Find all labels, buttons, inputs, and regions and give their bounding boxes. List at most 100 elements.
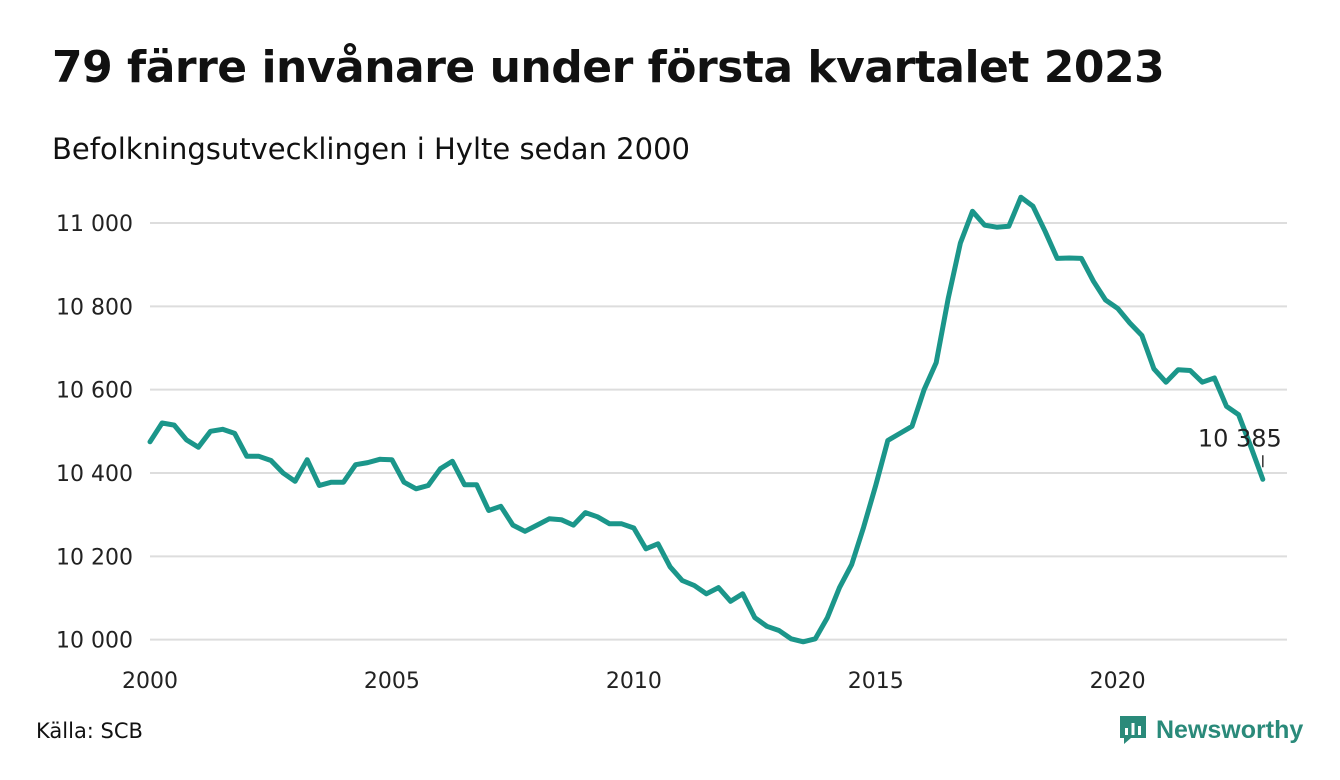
data-point	[861, 525, 866, 530]
data-point	[1091, 279, 1096, 284]
data-point	[426, 483, 431, 488]
x-tick-label: 2015	[848, 669, 904, 694]
data-point	[317, 483, 322, 488]
data-point	[728, 599, 733, 604]
population-series	[147, 194, 1266, 645]
brand-logo: Newsworthy	[1118, 714, 1303, 746]
data-point	[341, 480, 346, 485]
data-point	[801, 639, 806, 644]
data-point	[849, 562, 854, 567]
data-point	[1006, 224, 1011, 229]
y-axis-labels: 10 000 10 200 10 400 10 600 10 800 11 000	[56, 212, 133, 654]
y-tick-label: 10 800	[56, 295, 133, 320]
source-note: Källa: SCB	[36, 719, 143, 743]
data-point	[1139, 333, 1144, 338]
end-value-label: 10 385	[1198, 424, 1282, 452]
data-point	[462, 482, 467, 487]
data-point	[1103, 298, 1108, 303]
data-point	[716, 585, 721, 590]
data-point	[522, 529, 527, 534]
brand-name: Newsworthy	[1156, 715, 1304, 744]
data-point	[643, 546, 648, 551]
data-point	[1224, 404, 1229, 409]
series-line	[147, 194, 1266, 645]
data-point	[353, 462, 358, 467]
line-chart: 10 000 10 200 10 400 10 600 10 800 11 000 200…	[56, 194, 1287, 694]
data-point	[1127, 321, 1132, 326]
data-point	[365, 460, 370, 465]
data-point	[583, 510, 588, 515]
data-point	[595, 514, 600, 519]
data-point	[1115, 306, 1120, 311]
data-point	[837, 585, 842, 590]
data-point	[196, 445, 201, 450]
data-point	[680, 578, 685, 583]
x-tick-label: 2005	[364, 669, 420, 694]
data-point	[559, 517, 564, 522]
data-point	[873, 483, 878, 488]
data-point	[268, 458, 273, 463]
data-point	[970, 209, 975, 214]
data-point	[571, 523, 576, 528]
data-point	[1164, 380, 1169, 385]
chart-title: 79 färre invånare under första kvartalet…	[52, 42, 1165, 93]
data-point	[813, 636, 818, 641]
data-point	[450, 459, 455, 464]
data-point	[510, 523, 515, 528]
data-point	[1200, 380, 1205, 385]
data-point	[692, 583, 697, 588]
data-point	[184, 437, 189, 442]
data-point	[958, 241, 963, 246]
data-point	[232, 431, 237, 436]
data-point	[377, 457, 382, 462]
data-point	[776, 628, 781, 633]
data-point	[631, 526, 636, 531]
data-point	[668, 564, 673, 569]
data-point	[414, 486, 419, 491]
chart-subtitle: Befolkningsutvecklingen i Hylte sedan 20…	[52, 132, 690, 166]
data-point	[256, 454, 261, 459]
y-tick-label: 10 200	[56, 545, 133, 570]
data-point	[1030, 204, 1035, 209]
data-point	[982, 223, 987, 228]
data-point	[438, 466, 443, 471]
data-point	[619, 521, 624, 526]
data-point	[1176, 367, 1181, 372]
data-point	[789, 636, 794, 641]
data-point	[752, 615, 757, 620]
data-point	[910, 424, 915, 429]
data-point	[740, 591, 745, 596]
y-tick-label: 10 000	[56, 629, 133, 654]
data-point	[825, 615, 830, 620]
data-point	[704, 591, 709, 596]
data-point	[1188, 368, 1193, 373]
data-point	[172, 423, 177, 428]
data-point	[281, 471, 286, 476]
data-point	[764, 624, 769, 629]
data-point	[1018, 195, 1023, 200]
data-point	[305, 457, 310, 462]
data-point	[486, 508, 491, 513]
data-point	[1079, 256, 1084, 261]
data-point	[934, 360, 939, 365]
data-point	[1236, 412, 1241, 417]
data-point	[1151, 366, 1156, 371]
newsworthy-logo-icon	[1120, 716, 1146, 744]
data-point	[1067, 256, 1072, 261]
data-point	[535, 523, 540, 528]
y-tick-label: 10 600	[56, 379, 133, 404]
data-point	[547, 516, 552, 521]
data-point	[656, 541, 661, 546]
data-point	[293, 479, 298, 484]
data-point	[244, 454, 249, 459]
y-tick-label: 11 000	[56, 212, 133, 237]
y-tick-label: 10 400	[56, 462, 133, 487]
data-point	[474, 482, 479, 487]
data-point	[329, 480, 334, 485]
data-point	[389, 457, 394, 462]
data-point	[1055, 256, 1060, 261]
x-tick-label: 2010	[606, 669, 662, 694]
gridlines	[150, 222, 1287, 641]
data-point	[498, 504, 503, 509]
data-point	[885, 438, 890, 443]
